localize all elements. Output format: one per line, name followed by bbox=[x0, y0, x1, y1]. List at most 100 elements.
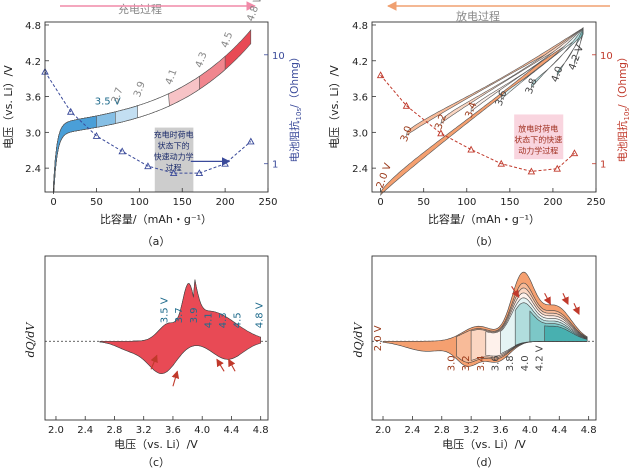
panel-c-ylabel: dQ/dV bbox=[24, 322, 37, 358]
panel-a-y2label: 电池阻抗10s/（Ohmg） bbox=[288, 52, 303, 163]
panel-b-cutoff-label-2: 3.2 bbox=[433, 113, 449, 132]
panel-b-band-6 bbox=[556, 27, 584, 77]
panel-d-arrow-0 bbox=[511, 285, 520, 298]
panel-d-frame bbox=[371, 255, 597, 421]
panel-b-xtick-label-0: 0 bbox=[377, 197, 383, 208]
panel-d-cutoff-label-2: 3.2 bbox=[461, 355, 472, 371]
panel-b-impedance-point-4 bbox=[497, 159, 505, 167]
panel-d-xtick-label-2: 2.8 bbox=[434, 425, 450, 436]
panel-d-xtick-label-0: 2.0 bbox=[375, 425, 391, 436]
panel-c-frame bbox=[44, 255, 269, 421]
panel-b-frame bbox=[371, 21, 597, 193]
panel-c-cutoff-label-2: 3.9 bbox=[189, 307, 200, 323]
panel-b-ytick-label-1: 3.0 bbox=[352, 128, 368, 139]
panel-d-ylabel: dQ/dV bbox=[352, 322, 365, 358]
panel-d-cutoff-label-7: 4.2 V bbox=[535, 345, 546, 371]
panel-a-xtick-label-3: 150 bbox=[173, 197, 192, 208]
panel-b-title: 放电过程 bbox=[456, 9, 500, 23]
panel-d-arrow-1 bbox=[543, 293, 551, 305]
panel-d-x-ticks: 2.0 2.4 2.8 3.2 3.6 4.0 4.4 4.8 bbox=[375, 416, 597, 436]
panel-c-cutoff-label-5: 4.5 bbox=[233, 312, 244, 328]
panel-a-y-ticks: 2.4 3.0 3.6 4.2 4.8 bbox=[25, 21, 49, 175]
panel-a-xtick-label-4: 200 bbox=[216, 197, 235, 208]
panel-a-annotation-line-2: 快速动力学 bbox=[154, 152, 194, 162]
panel-c-plot: 3.5 V 3.7 3.9 4.1 4.3 4.5 4.8 V bbox=[45, 279, 268, 387]
panel-a-xlabel: 比容量/（mAh・g⁻¹） bbox=[100, 212, 212, 226]
panel-a-annotation-line-1: 状态下的 bbox=[158, 141, 190, 151]
panel-b-xtick-label-2: 100 bbox=[457, 197, 476, 208]
panel-a-xtick-label-0: 0 bbox=[50, 197, 56, 208]
panel-a-y2label-main: 电池阻抗 bbox=[288, 120, 301, 162]
panel-a-ytick-label-3: 4.2 bbox=[25, 57, 41, 68]
panel-a-ylabel: 电压（vs. Li）/V bbox=[2, 65, 15, 149]
panel-d-xtick-label-1: 2.4 bbox=[404, 425, 420, 436]
panel-d-xlabel: 电压（vs. Li）/V bbox=[442, 438, 526, 451]
panel-c-caption: （c） bbox=[142, 456, 170, 469]
panel-b-band-2 bbox=[440, 27, 584, 125]
panel-b-cutoff-label-1: 3.0 bbox=[399, 125, 415, 144]
panel-d-band-7 bbox=[544, 325, 588, 342]
panel-c-xtick-label-0: 2.0 bbox=[48, 425, 64, 436]
panel-b-y2label-sub: 10s bbox=[623, 108, 631, 121]
panel-b-impedance-point-0 bbox=[376, 71, 385, 79]
panel-b-y2-ticks: 1 10 bbox=[592, 51, 613, 171]
panel-b-y2label: 电池阻抗10s/（Ohmg） bbox=[616, 52, 631, 163]
panel-c-arrow-3 bbox=[171, 370, 180, 387]
panel-b-annotation-line-1: 状态下的快速 bbox=[514, 134, 562, 144]
panel-a-y2tick-label-0: 1 bbox=[272, 160, 278, 171]
panel-b-y2label-unit: /（Ohmg） bbox=[617, 52, 629, 108]
panel-c-xtick-label-5: 4.0 bbox=[194, 425, 210, 436]
panel-b-band-4 bbox=[500, 27, 584, 101]
panel-a-impedance-point-8 bbox=[247, 137, 255, 145]
panel-c-cutoff-label-1: 3.7 bbox=[174, 307, 185, 323]
panel-d-cutoff-label-1: 3.0 bbox=[446, 355, 457, 371]
panel-b-xtick-label-3: 150 bbox=[500, 197, 519, 208]
panel-c-xtick-label-2: 2.8 bbox=[107, 425, 123, 436]
panel-b-cutoff-label-7: 4.2 V bbox=[567, 44, 586, 72]
panel-c-xtick-label-7: 4.8 bbox=[253, 425, 269, 436]
panel-c-xtick-label-3: 3.2 bbox=[136, 425, 152, 436]
panel-a-y2tick-label-1: 10 bbox=[272, 51, 285, 62]
panel-a-cutoff-label-2: 3.9 bbox=[132, 80, 148, 99]
panel-c-xtick-label-1: 2.4 bbox=[77, 425, 93, 436]
panel-a-ytick-label-2: 3.6 bbox=[25, 93, 41, 104]
panel-b-highlight bbox=[514, 114, 564, 160]
panel-a-xtick-label-1: 50 bbox=[90, 197, 103, 208]
panel-c-xtick-label-6: 4.4 bbox=[223, 425, 239, 436]
panel-c-arrow-2 bbox=[228, 358, 236, 372]
panel-b-cutoff-label-5: 3.8 bbox=[524, 77, 540, 96]
panel-b-x-ticks: 0 50 100 150 200 250 bbox=[377, 188, 606, 208]
panel-a-frame bbox=[44, 21, 269, 193]
panel-b-impedance-point-6 bbox=[553, 164, 561, 172]
panel-a-ytick-label-0: 2.4 bbox=[25, 164, 41, 175]
panel-a-y2label-unit: /（Ohmg） bbox=[289, 52, 301, 108]
panel-c-cutoff-label-6: 4.8 V bbox=[255, 302, 266, 328]
panel-d-xtick-label-5: 4.0 bbox=[522, 425, 538, 436]
panel-a-ytick-label-1: 3.0 bbox=[25, 128, 41, 139]
panel-b-y2tick-label-1: 10 bbox=[600, 51, 613, 62]
panel-b-impedance-point-7 bbox=[570, 149, 579, 157]
panel-b-xtick-label-5: 250 bbox=[586, 197, 605, 208]
panel-a-cutoff-label-4: 4.3 bbox=[194, 51, 210, 70]
panel-b-ytick-label-2: 3.6 bbox=[352, 93, 368, 104]
panel-b-xlabel: 比容量/（mAh・g⁻¹） bbox=[428, 212, 540, 226]
panel-b-band-5 bbox=[531, 27, 584, 89]
panel-b-band-1 bbox=[406, 27, 584, 136]
panel-c-xtick-label-4: 3.6 bbox=[165, 425, 181, 436]
panel-a-xtick-label-5: 250 bbox=[258, 197, 277, 208]
panel-a-impedance-point-4 bbox=[144, 162, 152, 170]
panel-a-cutoff-label-5: 4.5 bbox=[220, 31, 236, 50]
panel-c-xlabel: 电压（vs. Li）/V bbox=[114, 438, 198, 451]
panel-b: 放电过程 2.0 V 3.0 3.2 3.4 3.6 3.8 4.04.2 V 放电时荷电状态… bbox=[328, 1, 631, 248]
panel-a-cutoff-label-1: 3.7 bbox=[110, 86, 126, 105]
panel-c-cutoff-label-0: 3.5 V bbox=[160, 297, 171, 323]
panel-b-impedance-point-5 bbox=[527, 167, 536, 175]
panel-a-cutoff-label-6: 4.8 V bbox=[245, 0, 264, 23]
panel-b-cutoff-label-0: 2.0 V bbox=[375, 162, 394, 190]
panel-b-plot: 2.0 V 3.0 3.2 3.4 3.6 3.8 4.04.2 V 放电时荷电状态下的快速动… bbox=[375, 27, 586, 196]
panel-d-plot: 2.0 V 3.0 3.2 3.4 3.6 3.8 4.0 4.2 V bbox=[372, 271, 596, 371]
panel-b-band-3 bbox=[470, 27, 584, 113]
panel-a-y2-ticks: 1 10 bbox=[264, 51, 285, 171]
panel-a-impedance-point-5 bbox=[169, 169, 178, 177]
